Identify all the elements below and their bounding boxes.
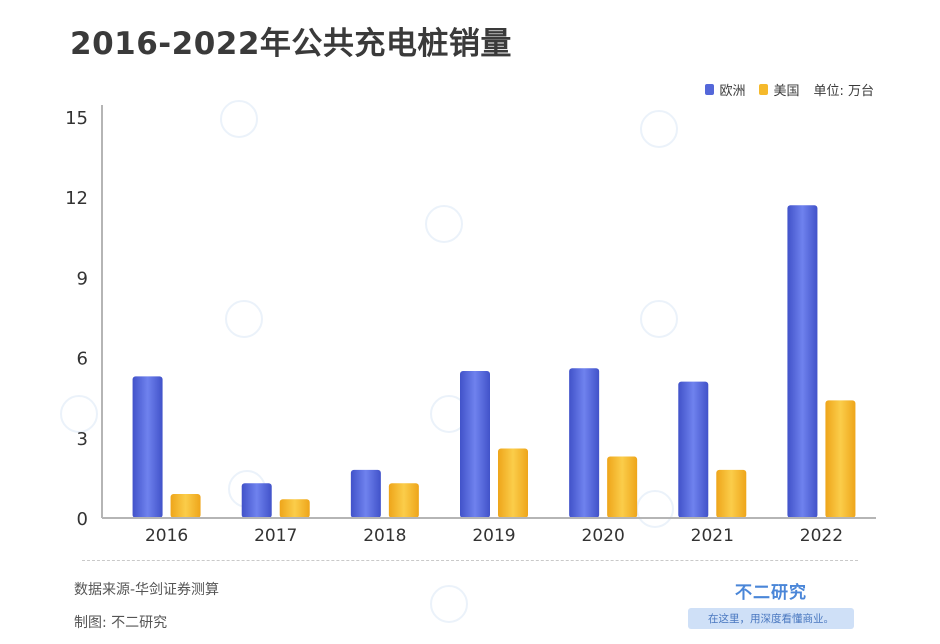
divider xyxy=(82,560,858,561)
bar-usa-2020 xyxy=(607,456,638,518)
y-tick-label: 12 xyxy=(65,188,88,209)
legend-swatch-europe xyxy=(705,84,715,95)
bar-usa-2022 xyxy=(825,400,856,518)
maker-note: 制图: 不二研究 xyxy=(74,615,168,631)
watermark-logo xyxy=(430,585,468,623)
x-tick-label: 2018 xyxy=(363,526,406,546)
y-axis: 0 3 6 9 12 15 xyxy=(65,105,103,530)
watermark-logo xyxy=(220,100,258,138)
source-note: 数据来源-华剑证券测算 xyxy=(74,582,220,598)
bar-europe-2020 xyxy=(569,368,600,518)
y-tick-label: 6 xyxy=(77,349,88,370)
watermark-logo xyxy=(640,300,678,338)
x-tick-label: 2016 xyxy=(145,526,188,546)
x-tick-label: 2022 xyxy=(800,526,843,546)
bar-usa-2018 xyxy=(388,483,419,518)
x-tick-label: 2019 xyxy=(472,526,515,546)
watermark-logo xyxy=(640,110,678,148)
y-tick-label: 15 xyxy=(65,108,88,129)
watermark-logo xyxy=(225,300,263,338)
bar-usa-2021 xyxy=(716,469,747,518)
bar-europe-2022 xyxy=(787,205,818,518)
y-tick-label: 3 xyxy=(77,429,88,450)
bar-europe-2016 xyxy=(132,376,163,518)
legend-item-usa: 美国 xyxy=(759,80,799,99)
x-axis: 2016 2017 2018 2019 2020 2021 2022 xyxy=(102,517,876,546)
watermark-logo xyxy=(425,205,463,243)
legend-unit: 单位: 万台 xyxy=(813,84,874,99)
legend-label-usa: 美国 xyxy=(773,84,800,99)
x-tick-label: 2020 xyxy=(582,526,625,546)
legend: 欧洲 美国 单位: 万台 xyxy=(705,80,874,99)
bar-usa-2017 xyxy=(279,499,310,518)
legend-swatch-usa xyxy=(759,84,769,95)
bar-usa-2016 xyxy=(170,493,201,518)
chart-title: 2016-2022年公共充电桩销量 xyxy=(70,26,512,62)
bar-europe-2021 xyxy=(678,381,709,518)
bars xyxy=(132,205,856,518)
y-tick-label: 9 xyxy=(77,268,88,289)
watermark-logo xyxy=(60,395,98,433)
x-tick-label: 2021 xyxy=(691,526,734,546)
x-tick-label: 2017 xyxy=(254,526,297,546)
brand-slogan: 在这里，用深度看懂商业。 xyxy=(688,608,854,629)
legend-item-europe: 欧洲 xyxy=(705,80,745,99)
bar-usa-2019 xyxy=(498,448,528,518)
y-tick-label: 0 xyxy=(77,509,88,530)
bar-europe-2019 xyxy=(460,370,490,518)
bar-europe-2017 xyxy=(241,483,272,518)
brand-logo: 不二研究 在这里，用深度看懂商业。 xyxy=(688,578,854,629)
brand-name: 不二研究 xyxy=(735,583,807,603)
legend-label-europe: 欧洲 xyxy=(719,84,746,99)
bar-europe-2018 xyxy=(350,469,381,518)
